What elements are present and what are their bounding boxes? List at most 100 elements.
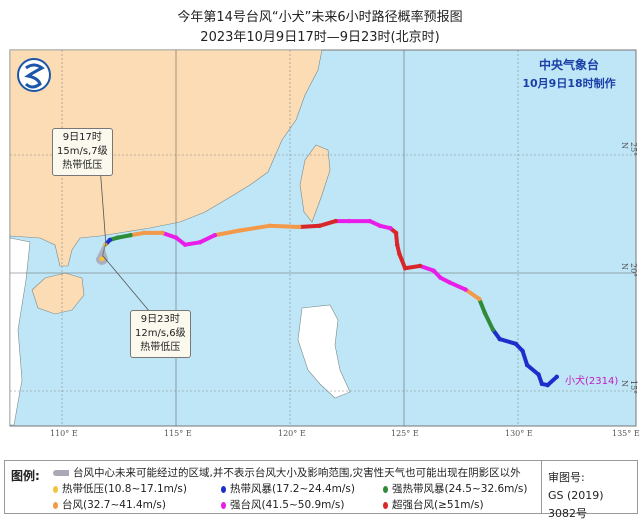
dot-icon xyxy=(383,501,388,509)
legend-item-td: 热带低压(10.8~17.1m/s) xyxy=(53,481,187,496)
track-point xyxy=(447,280,452,285)
track-point xyxy=(377,223,383,228)
agency-stamp: 中央气象台 10月9日18时制作 xyxy=(514,56,624,91)
callout-level: 热带低压 xyxy=(62,160,103,171)
callout-time: 9日23时 xyxy=(140,314,180,325)
dot-icon xyxy=(221,485,226,493)
review-number: 审图号: GS (2019) 3082号 xyxy=(541,461,637,520)
track-point xyxy=(333,218,338,224)
track-segment xyxy=(497,337,518,346)
track-segment xyxy=(128,230,147,238)
review-value: GS (2019) 3082号 xyxy=(548,489,604,520)
dot-icon xyxy=(221,501,226,509)
track-point xyxy=(539,381,545,387)
made-time: 10月9日18时制作 xyxy=(522,77,616,90)
legend-text: 热带风暴(17.2~24.4m/s) xyxy=(230,483,355,495)
track-segment xyxy=(297,223,322,229)
track-point xyxy=(477,296,482,302)
lat-tick: 15° N xyxy=(620,380,638,395)
track-segment xyxy=(160,230,178,240)
map-subtitle: 2023年10月9日17时—9日23时(北京时) xyxy=(200,30,440,45)
legend: 图例: 台风中心未来可能经过的区域,并不表示台风大小及影响范围,灾害性天气也可能… xyxy=(4,460,638,520)
legend-cone-text: 台风中心未来可能经过的区域,并不表示台风大小及影响范围,灾害性天气也可能出现在阴… xyxy=(73,467,521,479)
callout-time: 9日17时 xyxy=(62,132,102,143)
storm-name-label: 小犬(2314) xyxy=(565,376,619,387)
land-vietnam xyxy=(9,237,31,426)
callout-wind: 15m/s,7级 xyxy=(57,146,108,157)
track-point xyxy=(160,230,165,236)
callout-wind: 12m/s,6级 xyxy=(135,328,186,339)
track-segment xyxy=(267,223,302,229)
track-segment xyxy=(447,280,468,292)
track-segment xyxy=(183,240,202,247)
dot-icon xyxy=(53,485,58,493)
track-point xyxy=(388,225,393,231)
track-segment xyxy=(212,228,242,238)
lat-tick: 25° N xyxy=(620,142,638,157)
land-china-mainland xyxy=(9,49,323,267)
legend-text: 热带低压(10.8~17.1m/s) xyxy=(62,483,187,495)
track-point xyxy=(347,218,352,224)
graticule xyxy=(10,50,636,426)
lat-tick: 20° N xyxy=(620,263,638,278)
track-point xyxy=(397,251,402,257)
cone-shape xyxy=(95,244,108,265)
track-point xyxy=(497,336,502,342)
lon-tick: 125° E xyxy=(391,429,419,438)
callout-current: 9日17时 15m/s,7级 热带低压 xyxy=(52,128,113,176)
track-segment xyxy=(482,311,495,332)
track-point xyxy=(237,228,243,233)
track-segment xyxy=(397,252,408,271)
track-point xyxy=(431,268,436,273)
legend-text: 超强台风(≥51m/s) xyxy=(392,499,484,511)
dot-icon xyxy=(383,485,388,493)
legend-title: 图例: xyxy=(11,469,40,483)
track-point xyxy=(463,287,468,292)
legend-text: 强热带风暴(24.5~32.6m/s) xyxy=(392,483,528,495)
callout-leader-1 xyxy=(99,165,107,247)
track-point xyxy=(267,223,272,228)
track-point xyxy=(173,235,179,240)
track-segment xyxy=(463,287,482,301)
track-point xyxy=(296,224,302,230)
track-point xyxy=(417,263,423,269)
track-point xyxy=(536,372,541,377)
track-point xyxy=(524,362,530,368)
lon-tick: 115° E xyxy=(164,429,192,438)
track-point xyxy=(545,382,550,388)
land-taiwan xyxy=(299,144,331,223)
track-point xyxy=(520,348,525,354)
legend-item-ty: 台风(32.7~41.4m/s) xyxy=(53,497,166,512)
legend-text: 强台风(41.5~50.9m/s) xyxy=(230,499,345,511)
track-point xyxy=(103,242,108,247)
review-label: 审图号: xyxy=(548,471,585,484)
track-point xyxy=(182,242,188,247)
track-segment xyxy=(317,219,338,228)
lon-tick: 120° E xyxy=(278,429,306,438)
track-point xyxy=(317,223,322,228)
track-point xyxy=(115,235,121,240)
callout-level: 热带低压 xyxy=(140,342,181,353)
track-point xyxy=(394,242,400,247)
track-point xyxy=(438,275,443,280)
land-hainan xyxy=(31,272,85,315)
track-segment xyxy=(520,348,530,368)
typhoon-track xyxy=(99,218,559,388)
forecast-cone xyxy=(95,244,108,265)
track-point xyxy=(402,266,408,271)
track-point xyxy=(367,218,372,224)
track-point xyxy=(107,237,113,243)
track-point xyxy=(141,230,147,236)
legend-text: 台风(32.7~41.4m/s) xyxy=(62,499,166,511)
track-point xyxy=(212,233,217,238)
lon-tick: 130° E xyxy=(505,429,533,438)
track-point xyxy=(482,310,488,316)
track-segment xyxy=(525,363,541,377)
legend-item-superty: 超强台风(≥51m/s) xyxy=(383,497,484,512)
land-luzon xyxy=(297,304,351,399)
track-point xyxy=(393,230,399,236)
legend-cone: 台风中心未来可能经过的区域,并不表示台风大小及影响范围,灾害性天气也可能出现在阴… xyxy=(53,465,521,480)
legend-item-sty: 强台风(41.5~50.9m/s) xyxy=(221,497,345,512)
